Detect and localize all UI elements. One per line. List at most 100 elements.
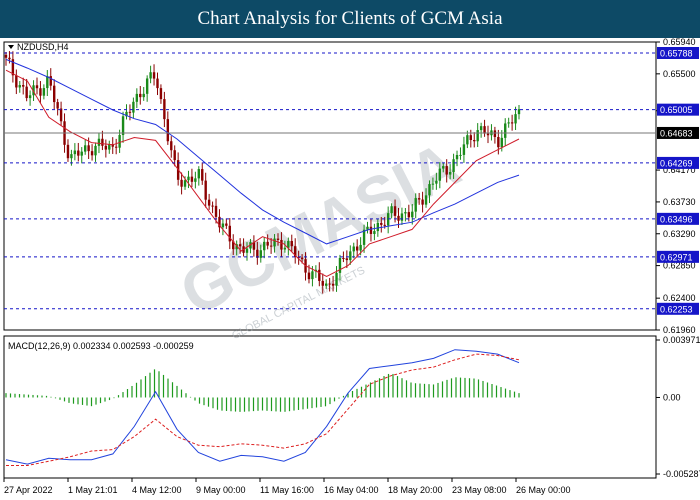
candle-body — [362, 229, 366, 245]
macd-line — [5, 349, 520, 465]
candle-body — [269, 245, 273, 247]
candle-body — [221, 223, 225, 228]
time-axis-label: 4 May 12:00 — [132, 485, 182, 495]
level-label-box — [657, 46, 699, 59]
level-label: 0.62253 — [660, 304, 693, 314]
candle-body — [424, 195, 428, 205]
candle-body — [101, 138, 104, 146]
candle-body — [355, 246, 359, 251]
candle-body — [11, 59, 15, 76]
candle-body — [442, 166, 445, 169]
candle-body — [173, 150, 176, 161]
candle-body — [163, 99, 166, 120]
title-banner: Chart Analysis for Clients of GCM Asia — [0, 0, 700, 38]
candle-body — [276, 238, 280, 240]
candle-body — [338, 258, 342, 273]
candle-body — [263, 241, 266, 251]
candle-body — [49, 76, 52, 86]
candle-body — [507, 122, 510, 124]
candle-body — [207, 199, 211, 206]
candle-body — [383, 224, 386, 226]
candle-body — [121, 116, 125, 136]
candle-body — [90, 151, 94, 156]
candle-body — [35, 85, 39, 89]
candle-body — [335, 272, 338, 286]
candle-body — [345, 258, 349, 261]
candle-body — [232, 241, 235, 250]
candle-body — [80, 151, 83, 156]
candle-body — [83, 145, 87, 152]
time-axis-label: 9 May 00:00 — [196, 485, 246, 495]
macd-signal-line — [6, 353, 520, 466]
candle-body — [428, 184, 431, 196]
current-price-box — [657, 126, 699, 139]
candle-body — [497, 136, 500, 148]
candle-body — [197, 169, 201, 179]
candle-body — [294, 246, 297, 258]
level-label: 0.63496 — [660, 214, 693, 224]
level-label: 0.62971 — [660, 252, 693, 262]
candle-body — [66, 144, 70, 159]
candle-body — [462, 144, 466, 155]
candle-body — [152, 72, 156, 79]
candle-body — [397, 215, 400, 221]
candle-body — [111, 144, 114, 147]
candle-body — [159, 88, 163, 100]
candle-body — [493, 130, 497, 137]
price-axis-tick-label: 0.65500 — [663, 69, 696, 79]
candle-body — [225, 223, 228, 226]
level-label-box — [657, 103, 699, 116]
candle-body — [28, 95, 32, 99]
candle-body — [280, 239, 283, 250]
candle-body — [104, 145, 108, 150]
candle-body — [8, 57, 11, 60]
candle-body — [149, 72, 152, 79]
candle-body — [39, 88, 42, 96]
candle-body — [290, 240, 293, 247]
candle-body — [483, 126, 486, 134]
candle-body — [342, 258, 345, 260]
candle-body — [407, 212, 411, 218]
candle-body — [214, 205, 218, 217]
current-price-label: 0.64683 — [660, 128, 693, 138]
candle-body — [469, 135, 472, 141]
candle-body — [87, 145, 90, 152]
level-label: 0.65005 — [660, 105, 693, 115]
macd-axis-tick-label: -0.005287 — [663, 469, 700, 479]
candle-body — [300, 257, 304, 260]
candle-body — [170, 141, 173, 151]
candle-body — [510, 122, 514, 124]
price-axis-tick-label: 0.63290 — [663, 229, 696, 239]
candle-body — [514, 114, 517, 124]
time-axis-label: 11 May 16:00 — [260, 485, 314, 495]
candle-body — [431, 183, 435, 185]
candle-body — [156, 78, 159, 89]
candle-body — [324, 283, 328, 286]
candle-body — [59, 108, 63, 122]
candle-body — [349, 251, 352, 261]
candle-body — [25, 86, 28, 99]
candle-body — [486, 133, 490, 136]
candle-body — [46, 76, 49, 89]
candle-body — [473, 140, 476, 142]
candle-body — [128, 111, 132, 113]
candle-body — [108, 144, 111, 150]
time-axis-label: 27 Apr 2022 — [4, 485, 53, 495]
candle-body — [369, 226, 373, 234]
candle-body — [414, 198, 417, 212]
candle-body — [132, 101, 135, 113]
candle-body — [183, 180, 187, 187]
candle-body — [366, 226, 369, 230]
candle-body — [321, 280, 324, 286]
candle-body — [228, 225, 231, 242]
candle-body — [166, 119, 170, 142]
candle-body — [4, 54, 8, 58]
candle-body — [252, 242, 256, 250]
candle-body — [114, 146, 118, 148]
level-label-box — [657, 250, 699, 263]
candle-body — [376, 222, 380, 232]
ma-fast-line — [5, 69, 520, 278]
level-label: 0.64269 — [660, 158, 693, 168]
candle-body — [411, 211, 414, 218]
candle-body — [380, 222, 383, 225]
